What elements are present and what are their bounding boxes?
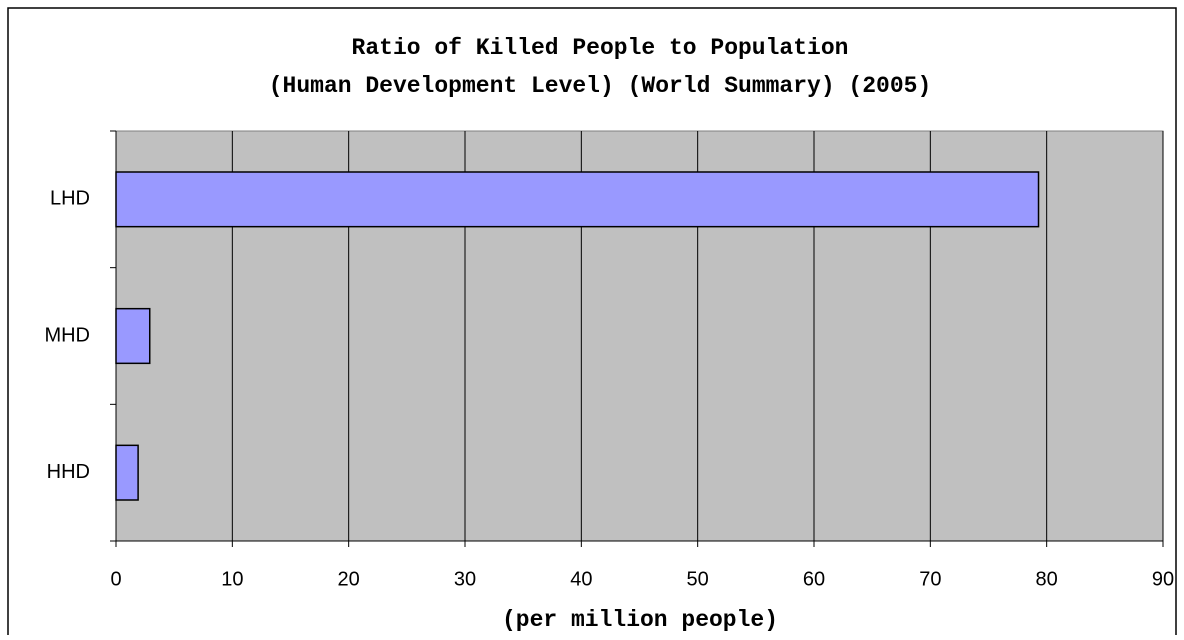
x-tick-label: 80 bbox=[1036, 568, 1058, 590]
x-tick-label: 20 bbox=[338, 568, 360, 590]
y-tick-label: HHD bbox=[47, 461, 90, 483]
chart-title: Ratio of Killed People to Population bbox=[352, 35, 849, 61]
x-tick-label: 10 bbox=[221, 568, 243, 590]
x-tick-label: 0 bbox=[110, 568, 121, 590]
x-tick-label: 50 bbox=[687, 568, 709, 590]
x-tick-label: 90 bbox=[1152, 568, 1174, 590]
y-tick-label: MHD bbox=[44, 324, 90, 346]
y-tick-label: LHD bbox=[50, 188, 90, 210]
x-tick-label: 70 bbox=[919, 568, 941, 590]
bar bbox=[115, 307, 151, 365]
x-tick-label: 60 bbox=[803, 568, 825, 590]
x-tick-label: 40 bbox=[570, 568, 592, 590]
bar bbox=[115, 444, 139, 501]
chart-subtitle: (Human Development Level) (World Summary… bbox=[269, 73, 932, 99]
x-axis-label: (per million people) bbox=[502, 607, 778, 633]
bar bbox=[115, 171, 1040, 228]
x-tick-label: 30 bbox=[454, 568, 476, 590]
